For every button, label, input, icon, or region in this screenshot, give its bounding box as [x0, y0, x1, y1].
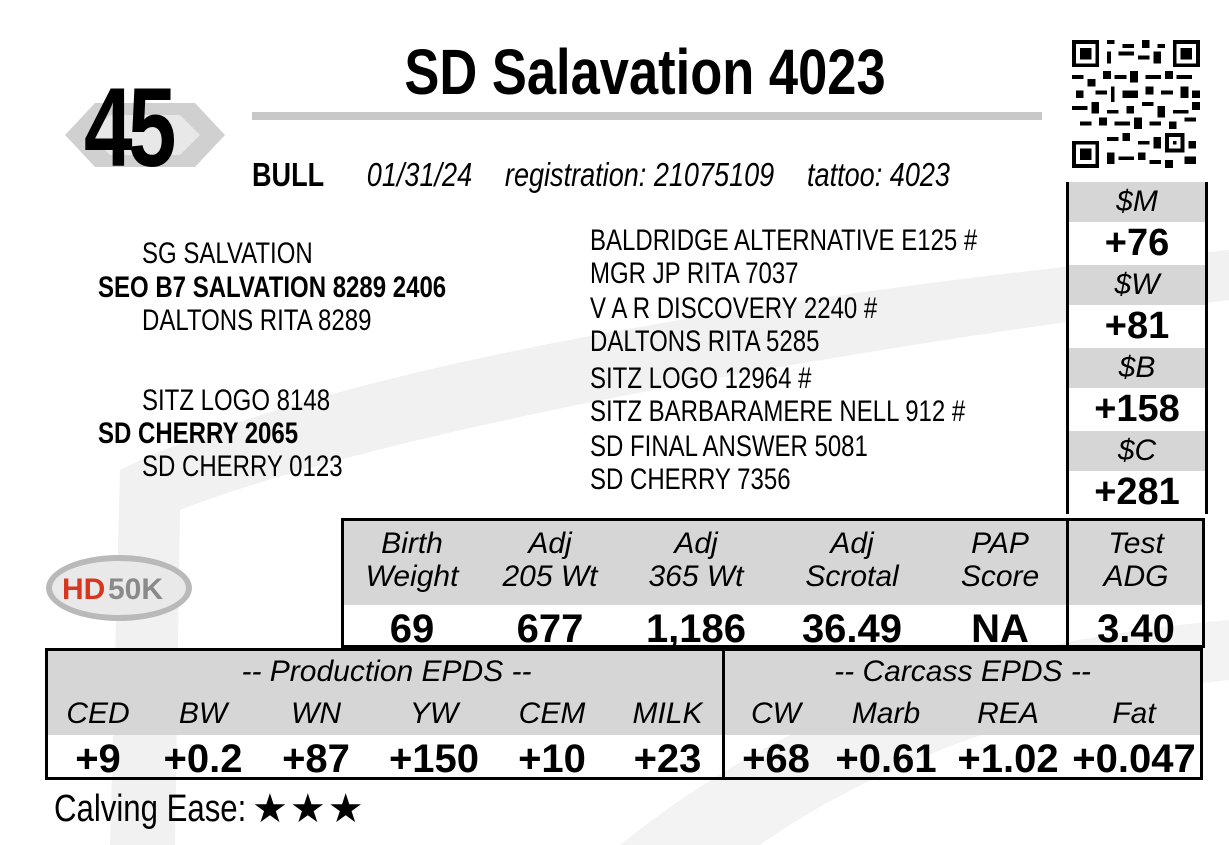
pedigree-sire-sire: SG SALVATION	[142, 237, 313, 270]
production-epds-title: -- Production EPDS --	[241, 655, 532, 688]
pedigree-extended-item: MGR JP RITA 7037	[590, 257, 799, 290]
title-underline	[252, 112, 1042, 120]
epd-header-band	[48, 651, 1200, 735]
perf-value: 36.49	[801, 607, 903, 651]
perf-header: Test ADG	[1103, 527, 1169, 593]
epd-label: BW	[178, 697, 228, 730]
dollar-index-column: $M +76 $W +81 $B +158 $C +281	[1066, 182, 1208, 514]
carcass-epds-title: -- Carcass EPDS --	[834, 655, 1091, 688]
epd-label: Marb	[851, 697, 921, 730]
perf-header: Adj 365 Wt	[648, 527, 744, 593]
performance-divider	[1066, 518, 1069, 648]
epd-value: +0.61	[835, 737, 937, 781]
epd-divider	[722, 648, 725, 780]
index-label: $B	[1069, 348, 1205, 388]
epd-value: +87	[282, 737, 350, 781]
calving-ease: Calving Ease: ★★★	[54, 787, 364, 831]
epd-label: Fat	[1112, 697, 1156, 730]
pedigree-extended-item: V A R DISCOVERY 2240 #	[590, 292, 878, 325]
epd-value: +150	[388, 737, 480, 781]
sex-label: BULL	[252, 156, 325, 193]
perf-value: 1,186	[645, 607, 747, 651]
perf-header: PAP Score	[960, 527, 1040, 593]
epd-label: MILK	[632, 697, 703, 730]
svg-text:HD: HD	[62, 573, 105, 606]
index-value: +76	[1069, 222, 1205, 265]
perf-value: 677	[516, 607, 584, 651]
epd-label: CW	[751, 697, 801, 730]
index-value: +281	[1069, 471, 1205, 514]
pedigree-sire: SEO B7 SALVATION 8289 2406	[98, 271, 447, 304]
svg-text:50K: 50K	[108, 573, 163, 606]
index-value: +81	[1069, 305, 1205, 348]
index-label: $W	[1069, 265, 1205, 305]
epd-table: -- Production EPDS -- -- Carcass EPDS --…	[45, 648, 1203, 780]
pedigree-sire-dam: DALTONS RITA 8289	[142, 304, 372, 337]
performance-header-band	[344, 521, 1202, 605]
epd-value: +0.2	[163, 737, 243, 781]
lot-badge-icon	[65, 103, 225, 167]
pedigree-dam-sire: SITZ LOGO 8148	[142, 384, 331, 417]
pedigree-extended-item: SD CHERRY 7356	[590, 463, 791, 496]
pedigree-extended-item: SITZ LOGO 12964 #	[590, 362, 812, 395]
index-value: +158	[1069, 388, 1205, 431]
qr-code-icon	[1072, 40, 1200, 168]
pedigree-extended-item: SITZ BARBARAMERE NELL 912 #	[590, 395, 966, 428]
lot-number: 45	[84, 65, 176, 190]
epd-value: +68	[742, 737, 810, 781]
epd-label: YW	[409, 697, 459, 730]
perf-value: 69	[389, 607, 435, 651]
epd-value: +1.02	[957, 737, 1059, 781]
perf-header: Birth Weight	[365, 527, 459, 593]
epd-value: +9	[75, 737, 121, 781]
pedigree-dam: SD CHERRY 2065	[98, 417, 299, 450]
pedigree-extended-item: BALDRIDGE ALTERNATIVE E125 #	[590, 224, 978, 257]
epd-label: REA	[977, 697, 1039, 730]
hd50k-logo: HD 50K	[46, 555, 192, 621]
epd-label: CED	[66, 697, 130, 730]
pedigree-extended-item: SD FINAL ANSWER 5081	[590, 430, 868, 463]
birth-date: 01/31/24	[366, 156, 473, 193]
pedigree-dam-dam: SD CHERRY 0123	[142, 450, 343, 483]
perf-header: Adj Scrotal	[805, 527, 899, 593]
epd-value: +10	[518, 737, 586, 781]
tattoo: tattoo: 4023	[807, 156, 950, 193]
epd-label: WN	[291, 697, 341, 730]
calving-ease-label: Calving Ease:	[54, 788, 247, 830]
perf-value: 3.40	[1097, 607, 1175, 651]
performance-table: Birth Weight Adj 205 Wt Adj 365 Wt Adj Scrot…	[341, 518, 1205, 651]
index-label: $M	[1069, 182, 1205, 222]
epd-value: +0.047	[1072, 737, 1196, 781]
pedigree-extended-item: DALTONS RITA 5285	[590, 325, 820, 358]
animal-info-row: BULL 01/31/24 registration: 21075109 tattoo…	[252, 156, 950, 194]
animal-name-title: SD Salavation 4023	[404, 36, 886, 108]
perf-value: NA	[971, 607, 1029, 651]
index-label: $C	[1069, 431, 1205, 471]
epd-value: +23	[633, 737, 702, 781]
registration-number: registration: 21075109	[504, 156, 775, 193]
star-rating-icon: ★★★	[252, 787, 366, 831]
perf-header: Adj 205 Wt	[502, 527, 598, 593]
epd-label: CEM	[518, 697, 586, 730]
